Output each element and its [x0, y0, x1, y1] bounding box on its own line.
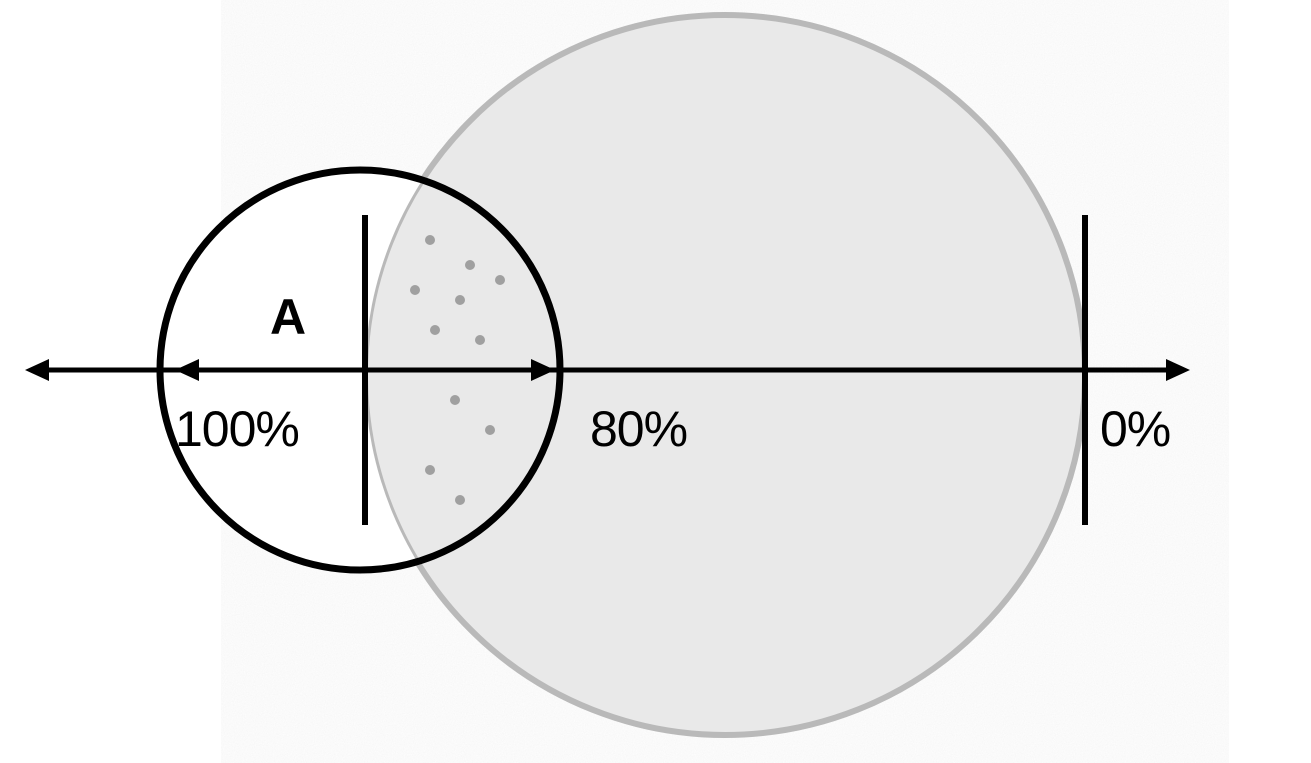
- label-a: A: [270, 288, 305, 346]
- label-100pct: 100%: [175, 400, 299, 458]
- label-80pct: 80%: [590, 400, 687, 458]
- label-0pct: 0%: [1100, 400, 1170, 458]
- diagram-canvas: A 100% 80% 0%: [0, 0, 1311, 763]
- diagram-svg: [0, 0, 1311, 763]
